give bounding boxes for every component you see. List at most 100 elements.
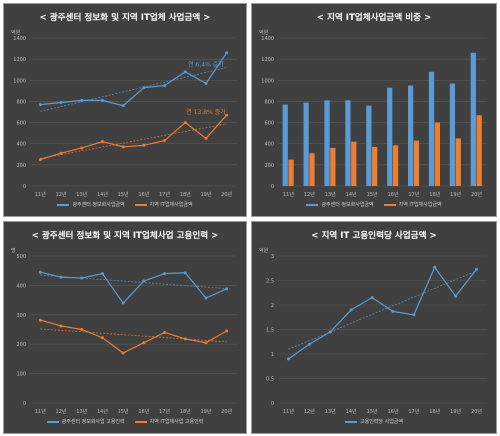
- trendline: [40, 67, 227, 112]
- bar: [470, 52, 476, 186]
- legend-swatch: [134, 420, 147, 423]
- legend-item: 광주센터 정보화사업금액: [306, 201, 374, 208]
- y-tick-label: 600: [16, 121, 26, 127]
- data-point: [163, 139, 167, 143]
- y-tick-label: 200: [16, 163, 26, 169]
- data-point: [163, 330, 167, 334]
- data-point: [121, 351, 125, 355]
- data-point: [204, 296, 208, 300]
- data-point: [163, 272, 167, 276]
- bar: [449, 83, 456, 186]
- data-point: [59, 151, 63, 155]
- data-point: [80, 98, 84, 102]
- y-unit-label: 명: [11, 248, 16, 254]
- x-tick-label: 12년: [56, 408, 67, 415]
- legend-label: 지역 IT업체사업금액: [398, 202, 442, 208]
- y-tick-label: 1400: [261, 36, 274, 42]
- x-tick-label: 11년: [35, 191, 46, 198]
- x-tick-label: 17년: [159, 191, 170, 198]
- data-point: [225, 113, 229, 117]
- data-point: [142, 143, 146, 147]
- x-tick-label: 11년: [283, 191, 294, 198]
- data-point: [370, 296, 374, 300]
- bar: [345, 100, 351, 186]
- data-point: [307, 342, 311, 346]
- y-tick-label: 0: [23, 184, 26, 190]
- x-tick-label: 19년: [200, 191, 211, 198]
- y-tick-label: 1200: [261, 57, 274, 63]
- x-tick-label: 15년: [118, 408, 129, 415]
- x-tick-label: 17년: [408, 408, 419, 415]
- x-tick-label: 16년: [387, 408, 398, 415]
- data-point: [225, 287, 229, 291]
- chart-plot: 0 100 200 300 400 500 11년 12년 13년 14년 15년 16년 17년 18년…: [16, 254, 237, 415]
- y-tick-label: 100: [16, 372, 26, 378]
- annotation: 연 13.8% 증가: [186, 108, 226, 116]
- data-point: [100, 98, 104, 102]
- y-tick-label: 0: [271, 184, 274, 190]
- y-tick-label: 1400: [13, 36, 26, 42]
- series-line: [288, 266, 478, 360]
- x-tick-label: 18년: [429, 408, 440, 415]
- bar: [372, 146, 378, 186]
- bar: [366, 105, 372, 186]
- bar: [434, 122, 441, 186]
- series-line: [40, 52, 228, 107]
- data-point: [183, 70, 187, 74]
- y-unit-label: 억원: [11, 30, 21, 36]
- chart-panel-employment: < 광주센터 정보화 및 지역 IT업체사업 고용인력 > 명 0 100 200 3…: [3, 221, 247, 434]
- x-tick-label: 15년: [118, 191, 129, 198]
- legend-label: 광주센터 정보화사업금액: [321, 202, 374, 208]
- bar: [413, 140, 420, 186]
- chart-title: < 지역 IT 고용인력당 사업금액 >: [311, 231, 437, 241]
- bar: [407, 85, 414, 186]
- chart-legend: 고용인력당 사업금액: [252, 418, 496, 425]
- x-tick-label: 20년: [471, 191, 482, 198]
- x-tick-label: 11년: [35, 408, 46, 415]
- x-tick-label: 11년: [283, 408, 294, 415]
- y-tick-label: 500: [16, 254, 26, 260]
- legend-label: 지역 IT업체사업금액: [149, 202, 193, 208]
- y-tick-label: 1: [271, 352, 274, 358]
- y-unit-label: 억원: [259, 30, 269, 36]
- chart-plot: 0 0.5 1 1.5 2 2.5 3 11년 12년 13년 14년 15년 16년 17년 18년 19년…: [266, 254, 487, 415]
- data-point: [121, 104, 125, 108]
- x-tick-label: 19년: [450, 191, 461, 198]
- y-tick-label: 300: [16, 313, 26, 319]
- chart-plot: 0 200 400 600 800 1000 1200 1400 11년 12년 13년 14년 15년…: [261, 36, 487, 198]
- data-point: [38, 318, 42, 322]
- bar: [330, 147, 336, 186]
- x-tick-label: 15년: [367, 191, 378, 198]
- annotation: 연 6.4% 증가: [188, 61, 224, 69]
- data-point: [204, 136, 208, 140]
- y-tick-label: 0: [271, 401, 274, 407]
- bar: [324, 100, 330, 186]
- data-point: [412, 313, 416, 317]
- data-point: [38, 270, 42, 274]
- y-tick-label: 400: [16, 283, 26, 289]
- y-tick-label: 800: [264, 99, 274, 105]
- x-tick-label: 13년: [76, 408, 87, 415]
- legend-swatch: [46, 420, 59, 423]
- y-tick-label: 1200: [13, 57, 26, 63]
- x-tick-label: 18년: [180, 408, 191, 415]
- x-tick-label: 12년: [304, 408, 315, 415]
- legend-item: 지역 IT업체사업금액: [134, 201, 193, 208]
- y-tick-label: 200: [16, 342, 26, 348]
- data-point: [142, 279, 146, 283]
- data-point: [286, 357, 290, 361]
- y-tick-label: 0: [23, 401, 26, 407]
- x-tick-label: 20년: [221, 408, 232, 415]
- data-point: [80, 276, 84, 280]
- x-tick-label: 13년: [76, 191, 87, 198]
- x-tick-label: 16년: [387, 191, 398, 198]
- x-tick-label: 13년: [325, 408, 336, 415]
- y-tick-label: 200: [264, 163, 274, 169]
- chart-legend: 광주센터 정보화사업 고용인력 지역 IT업체사업 고용인력: [4, 418, 246, 425]
- x-tick-label: 15년: [367, 408, 378, 415]
- legend-item: 지역 IT업체사업 고용인력: [134, 418, 203, 425]
- legend-swatch: [306, 203, 319, 206]
- legend-swatch: [345, 420, 357, 423]
- x-tick-label: 12년: [56, 191, 67, 198]
- data-point: [80, 328, 84, 331]
